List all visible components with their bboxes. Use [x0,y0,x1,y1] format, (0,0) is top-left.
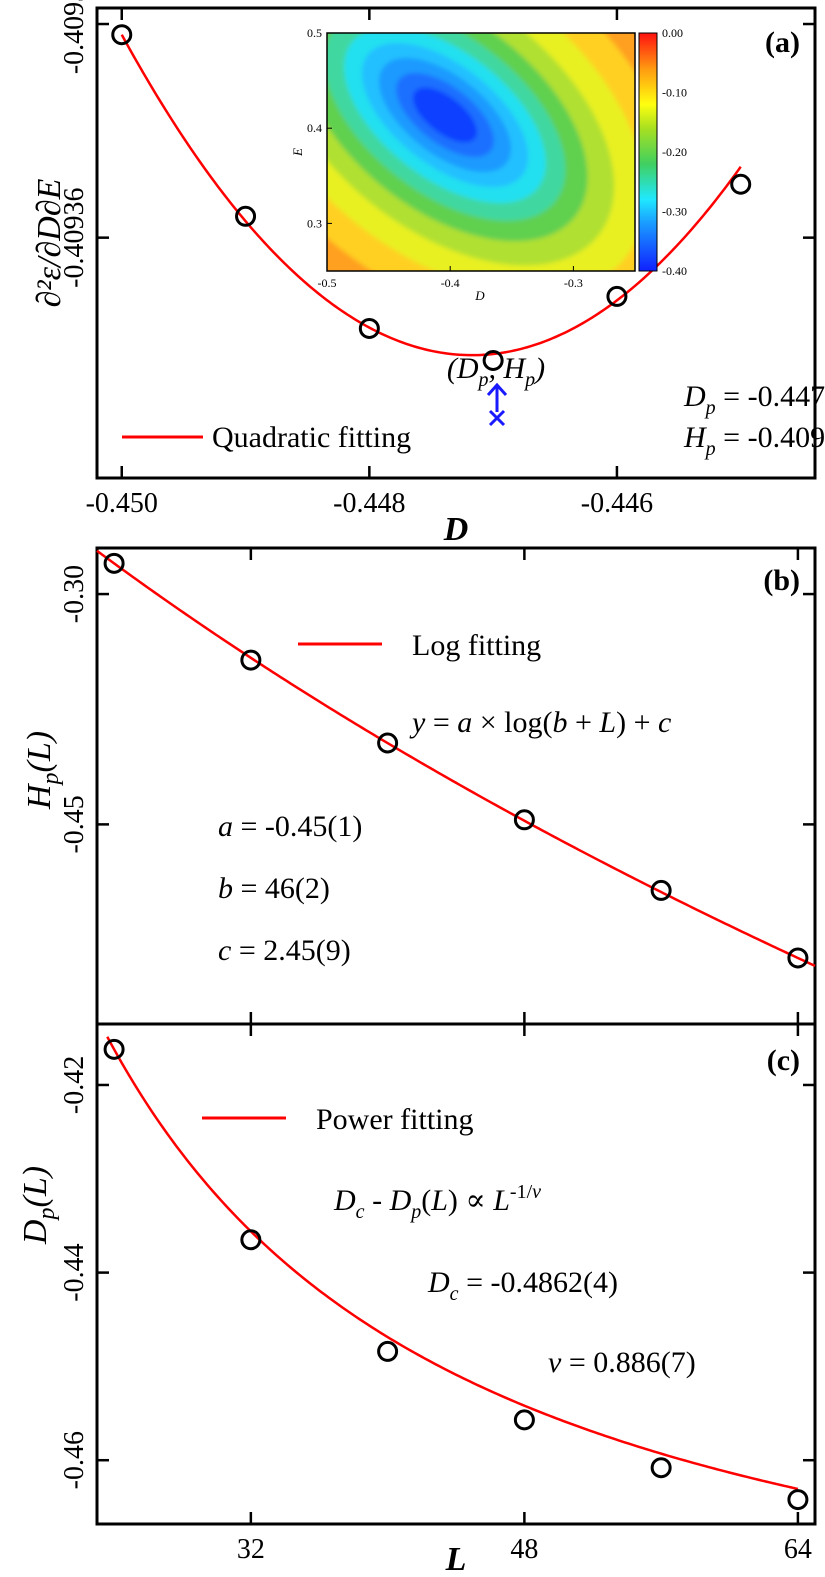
panel-c-frame [95,1022,817,1526]
panel-b-frame [95,546,817,1026]
data-point [650,879,672,901]
data-point [235,205,257,227]
x-tick-label: 48 [510,1534,538,1565]
panel-c-legend-label: Power fitting [316,1103,474,1136]
y-tick-label: -0.46 [59,1431,90,1489]
colorbar-tick-label: 0.00 [662,26,683,40]
data-point [787,947,809,969]
colorbar-tick-label: -0.30 [662,205,687,219]
y-tick-label: -0.40936 [59,187,90,287]
x-tick-label: -0.450 [86,488,158,519]
colorbar-tick-label: -0.40 [662,264,687,278]
data-point [513,809,535,831]
colorbar-tick-label: -0.10 [662,86,687,100]
panel-c-points [103,1038,809,1511]
panel-c: -0.42 -0.44 -0.46 32 48 64 Dp(L) L (c) Power … [17,1022,817,1577]
panel-a-frame [95,6,817,480]
panel-a-tag: (a) [765,26,800,59]
inset-y-tick-label: 0.5 [307,26,322,40]
x-tick-label: -0.446 [581,488,653,519]
x-tick-label: 64 [784,1534,812,1565]
y-tick-label: -0.45 [59,795,90,853]
y-tick-label: -0.30 [59,565,90,623]
panel-b-ticks: -0.30 -0.45 [59,548,815,1024]
data-point [650,1457,672,1479]
panel-c-fit-curve [106,1036,799,1491]
param-a: a = -0.45(1) [218,810,362,843]
panel-a-y-axis-label: ∂²ε/∂D∂E [31,178,68,307]
panel-b-tag: (b) [763,564,800,597]
peak-label: (Dp, Hp) [447,352,545,391]
panel-b-points [103,552,809,969]
dp-value: Dp = -0.44717 [683,380,825,419]
panel-b-equation: y = a × log(b + L) + c [409,706,671,739]
inset-y-tick-label: 0.4 [307,121,322,135]
colorbar-ticks: 0.00 -0.10 -0.20 -0.30 -0.40 [662,26,687,278]
param-c: c = 2.45(9) [218,934,351,967]
inset-x-tick-label: -0.4 [441,276,460,290]
param-nu: ν = 0.886(7) [548,1346,696,1379]
colorbar-tick-label: -0.20 [662,145,687,159]
panel-a-ticks: -0.40932 -0.40936 -0.450 -0.448 -0.446 [59,0,815,519]
inset-x-tick-label: -0.3 [564,276,583,290]
data-point [240,649,262,671]
panel-a: -0.40932 -0.40936 -0.450 -0.448 -0.446 ∂²ε/∂… [31,0,825,548]
panel-c-ticks: -0.42 -0.44 -0.46 32 48 64 [59,1024,815,1565]
panel-a-fit-curve [120,34,742,357]
param-dc: Dc = -0.4862(4) [427,1266,618,1305]
y-tick-label: -0.44 [59,1243,90,1301]
panel-a-points [111,24,752,371]
data-point [240,1229,262,1251]
inset-ticks: -0.5 -0.4 -0.3 0.3 0.4 0.5 [307,26,583,290]
data-point [606,285,628,307]
panel-a-x-axis-label: D [443,511,469,548]
data-point [111,24,133,46]
panel-b: -0.30 -0.45 Hp(L) (b) Log fitting y = a ×… [21,546,817,1026]
data-point [358,317,380,339]
data-point [513,1409,535,1431]
inset-colorbar [638,32,658,272]
panel-a-legend-label: Quadratic fitting [212,421,411,454]
data-point [377,1340,399,1362]
data-point [482,350,504,371]
panel-c-y-axis-label: Dp(L) [17,1166,60,1245]
y-tick-label: -0.42 [59,1056,90,1114]
data-point [787,1489,809,1511]
inset-y-tick-label: 0.3 [307,216,322,230]
inset-x-label: D [474,288,485,303]
data-point [103,552,125,574]
peak-arrow [486,382,508,427]
panel-c-tag: (c) [767,1044,800,1077]
panel-c-x-axis-label: L [445,1541,467,1577]
y-tick-label: -0.40932 [59,0,90,74]
data-point [377,732,399,754]
x-tick-label: -0.448 [333,488,405,519]
panel-b-y-axis-label: Hp(L) [21,731,64,810]
panel-b-legend-label: Log fitting [412,629,541,662]
panel-c-equation: Dc - Dp(L) ∝ L-1/ν [333,1181,541,1223]
data-point [730,173,752,195]
panel-b-fit-curve [96,549,816,968]
inset-heatmap: -0.5 -0.4 -0.3 0.3 0.4 0.5 D E 0.00 -0.10 -0.20… [290,26,687,303]
data-point [103,1038,125,1060]
x-tick-label: 32 [237,1534,265,1565]
inset-y-label: E [290,148,305,157]
inset-x-tick-label: -0.5 [318,276,337,290]
param-b: b = 46(2) [218,872,330,905]
hp-value: Hp = -0.40939 [683,421,825,460]
